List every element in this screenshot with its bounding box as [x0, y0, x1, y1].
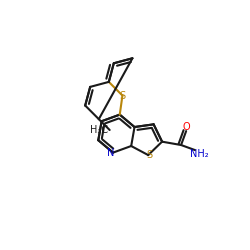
Text: NH₂: NH₂	[190, 149, 209, 159]
Text: N: N	[108, 148, 115, 158]
Text: H₃C: H₃C	[90, 125, 108, 135]
Text: O: O	[182, 122, 190, 132]
Text: S: S	[146, 150, 152, 160]
Text: S: S	[120, 90, 126, 101]
